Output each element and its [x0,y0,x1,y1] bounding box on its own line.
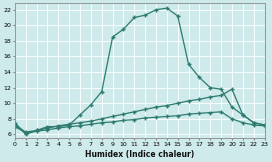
X-axis label: Humidex (Indice chaleur): Humidex (Indice chaleur) [85,150,194,159]
